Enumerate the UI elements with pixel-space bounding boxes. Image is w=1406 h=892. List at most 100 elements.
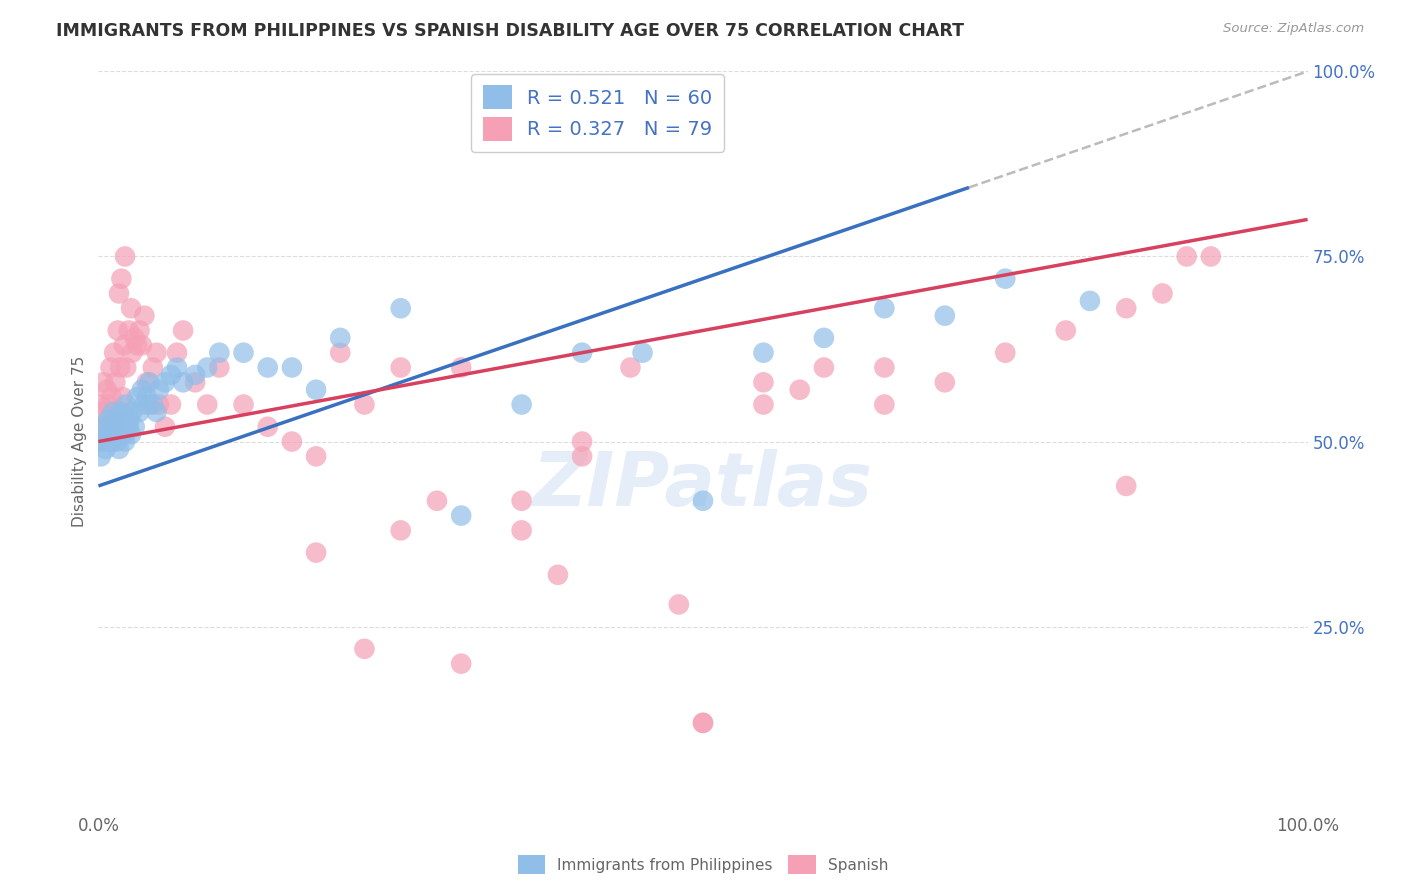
Point — [389, 524, 412, 538]
Point — [115, 398, 138, 412]
Point — [281, 360, 304, 375]
Point — [142, 360, 165, 375]
Point — [98, 412, 121, 426]
Point — [101, 405, 124, 419]
Point — [100, 360, 122, 375]
Point — [131, 338, 153, 352]
Point — [121, 405, 143, 419]
Point — [1199, 250, 1222, 264]
Text: IMMIGRANTS FROM PHILIPPINES VS SPANISH DISABILITY AGE OVER 75 CORRELATION CHART: IMMIGRANTS FROM PHILIPPINES VS SPANISH D… — [56, 22, 965, 40]
Point — [305, 450, 328, 464]
Point — [105, 405, 128, 419]
Point — [89, 434, 111, 449]
Point — [91, 419, 114, 434]
Y-axis label: Disability Age Over 75: Disability Age Over 75 — [72, 356, 87, 527]
Point — [90, 398, 112, 412]
Point — [172, 376, 194, 390]
Legend: Immigrants from Philippines, Spanish: Immigrants from Philippines, Spanish — [512, 849, 894, 880]
Point — [103, 419, 125, 434]
Point — [100, 390, 122, 404]
Point — [389, 360, 412, 375]
Point — [208, 345, 231, 359]
Point — [93, 427, 115, 442]
Point — [98, 419, 121, 434]
Point — [115, 360, 138, 375]
Point — [108, 419, 131, 434]
Point — [195, 360, 218, 375]
Point — [232, 398, 254, 412]
Point — [118, 412, 141, 426]
Point — [110, 271, 132, 285]
Point — [104, 412, 127, 426]
Point — [510, 398, 533, 412]
Point — [692, 493, 714, 508]
Point — [166, 360, 188, 375]
Point — [450, 360, 472, 375]
Point — [120, 301, 142, 316]
Point — [789, 383, 811, 397]
Point — [153, 419, 176, 434]
Point — [547, 567, 569, 582]
Point — [281, 434, 304, 449]
Point — [873, 398, 896, 412]
Point — [329, 345, 352, 359]
Point — [135, 390, 157, 404]
Point — [510, 524, 533, 538]
Point — [160, 398, 183, 412]
Point — [120, 427, 142, 442]
Point — [256, 419, 278, 434]
Point — [91, 419, 114, 434]
Point — [184, 368, 207, 382]
Point — [124, 419, 146, 434]
Point — [134, 398, 156, 412]
Point — [112, 338, 135, 352]
Point — [873, 301, 896, 316]
Point — [571, 450, 593, 464]
Point — [121, 345, 143, 359]
Text: Source: ZipAtlas.com: Source: ZipAtlas.com — [1223, 22, 1364, 36]
Point — [127, 390, 149, 404]
Point — [668, 598, 690, 612]
Point — [100, 434, 122, 449]
Point — [128, 324, 150, 338]
Point — [1115, 301, 1137, 316]
Point — [103, 345, 125, 359]
Point — [813, 360, 835, 375]
Point — [142, 398, 165, 412]
Point — [96, 434, 118, 449]
Point — [752, 398, 775, 412]
Point — [353, 641, 375, 656]
Point — [90, 450, 112, 464]
Point — [184, 376, 207, 390]
Point — [108, 360, 131, 375]
Point — [1078, 293, 1101, 308]
Point — [97, 398, 120, 412]
Point — [124, 331, 146, 345]
Point — [145, 345, 167, 359]
Text: ZIPatlas: ZIPatlas — [533, 450, 873, 523]
Point — [389, 301, 412, 316]
Point — [571, 434, 593, 449]
Point — [118, 419, 141, 434]
Point — [96, 383, 118, 397]
Point — [1054, 324, 1077, 338]
Point — [110, 405, 132, 419]
Point — [329, 331, 352, 345]
Point — [100, 427, 122, 442]
Point — [148, 398, 170, 412]
Legend: R = 0.521   N = 60, R = 0.327   N = 79: R = 0.521 N = 60, R = 0.327 N = 79 — [471, 74, 724, 153]
Point — [172, 324, 194, 338]
Point — [353, 398, 375, 412]
Point — [104, 376, 127, 390]
Point — [112, 427, 135, 442]
Point — [752, 345, 775, 359]
Point — [994, 271, 1017, 285]
Point — [107, 324, 129, 338]
Point — [135, 376, 157, 390]
Point — [111, 412, 134, 426]
Point — [208, 360, 231, 375]
Point — [1175, 250, 1198, 264]
Point — [107, 427, 129, 442]
Point — [752, 376, 775, 390]
Point — [131, 383, 153, 397]
